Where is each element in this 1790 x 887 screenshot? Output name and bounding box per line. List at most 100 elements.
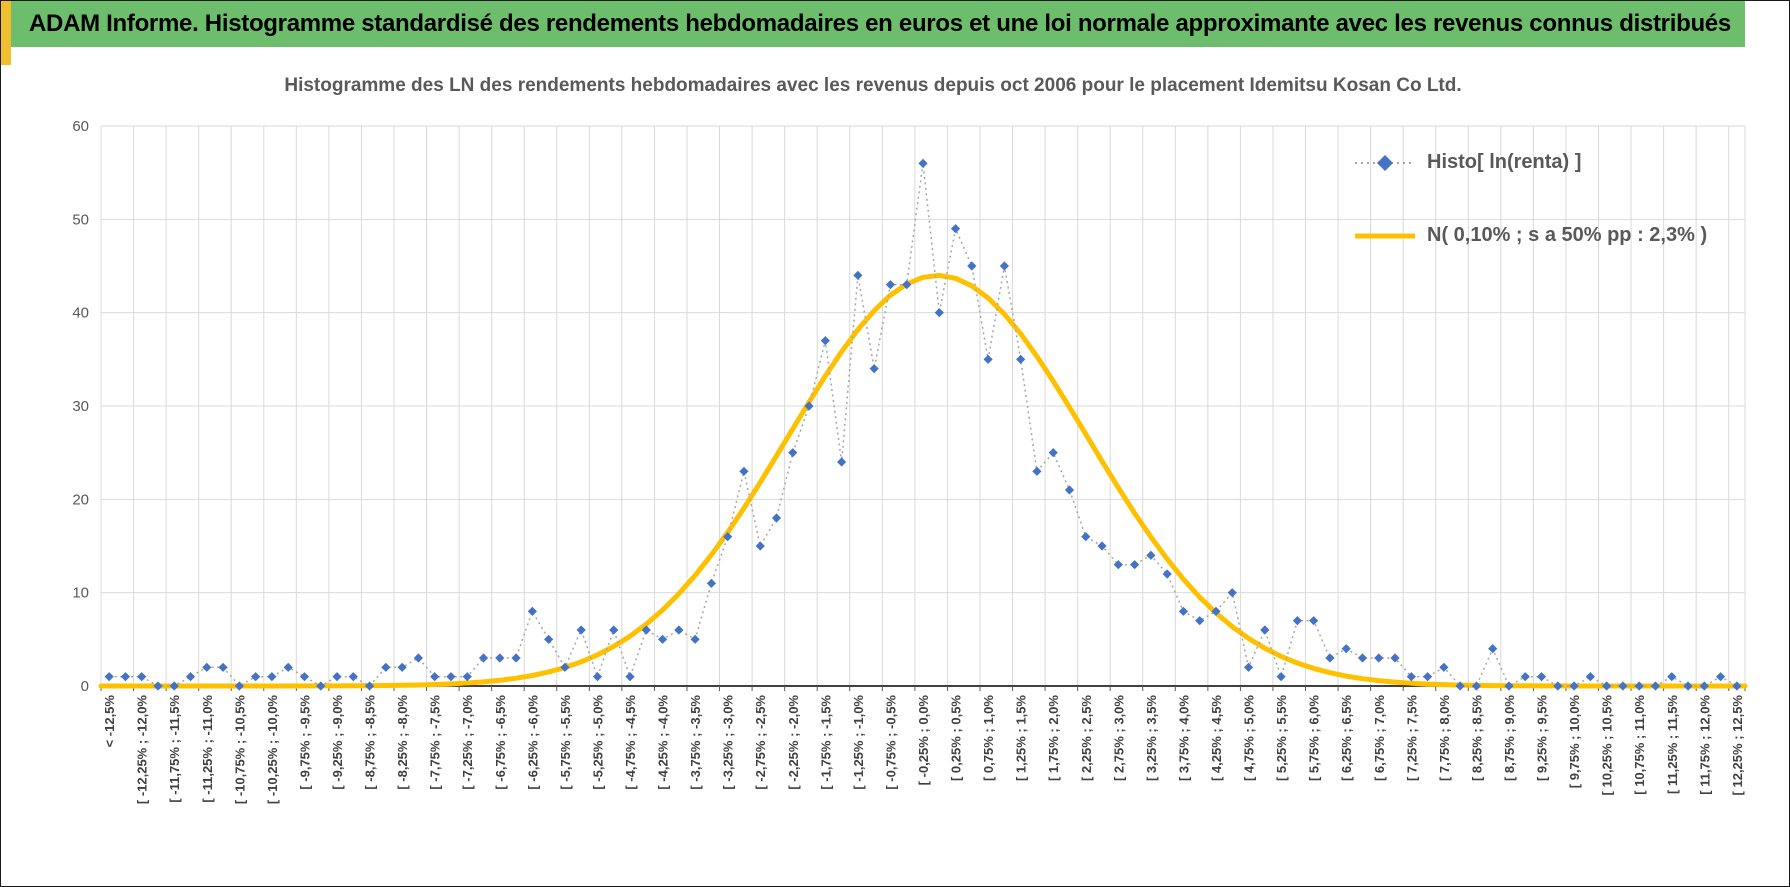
histogram-point — [413, 653, 424, 663]
x-axis-label: [ -5,75% ; -5,5% — [558, 695, 573, 790]
histogram-point — [1699, 681, 1709, 691]
x-axis-label: [ 4,75% ; 5,0% — [1242, 695, 1257, 781]
histogram-point — [234, 681, 244, 691]
histogram-point — [560, 662, 570, 672]
histogram-point — [576, 625, 586, 635]
x-axis-label: [ -4,75% ; -4,5% — [623, 695, 638, 790]
x-axis-label: [ -6,75% ; -6,5% — [493, 695, 508, 790]
histogram-point — [1683, 681, 1693, 691]
x-axis-label: [ -9,75% ; -9,5% — [297, 695, 312, 790]
x-axis-label: [ -0,25% ; 0,0% — [916, 695, 931, 786]
histogram-series-marker-icon — [1355, 154, 1415, 171]
histogram-point — [950, 224, 961, 234]
histogram-point — [1455, 681, 1465, 691]
histogram-point — [609, 625, 619, 635]
histogram-point — [397, 662, 407, 672]
histogram-point — [1341, 644, 1351, 654]
histogram-point — [381, 662, 391, 672]
histogram-point — [1488, 644, 1498, 654]
histogram-point — [202, 662, 212, 672]
histogram-point — [527, 606, 537, 616]
histogram-point — [120, 672, 131, 682]
histogram-point — [723, 532, 733, 542]
histogram-point — [332, 672, 342, 682]
x-axis-label: [ 3,25% ; 3,5% — [1144, 695, 1159, 781]
histogram-point — [755, 541, 765, 551]
histogram-point — [804, 401, 814, 411]
histogram-point — [706, 578, 716, 588]
chart-legend: Histo[ ln(renta) ] N( 0,10% ; s a 50% pp… — [1353, 151, 1707, 247]
histogram-point — [853, 270, 863, 280]
histogram-point — [1032, 466, 1042, 476]
histogram-point — [1227, 588, 1237, 598]
histogram-point — [1439, 662, 1449, 672]
x-axis-label: [ -10,75% ; -10,5% — [232, 695, 247, 805]
histogram-point — [1162, 569, 1172, 579]
histogram-point — [544, 634, 554, 644]
x-axis-label: [ 11,25% ; 11,5% — [1665, 695, 1680, 794]
x-axis-label: [ 10,25% ; 10,5% — [1600, 695, 1615, 796]
histogram-point — [1618, 681, 1628, 691]
x-axis-label: [ 1,75% ; 2,0% — [1046, 695, 1061, 781]
legend-item-normal: N( 0,10% ; s a 50% pp : 2,3% ) — [1353, 224, 1707, 247]
y-axis-label: 0 — [81, 678, 89, 695]
y-axis-label: 40 — [72, 305, 89, 322]
histogram-chart: 0 10 20 30 40 50 60 < -12,5% [ -12,25% ; -12,0% [… — [72, 118, 1748, 805]
x-axis-label: [ -1,75% ; -1,5% — [818, 695, 833, 790]
histogram-point — [1471, 681, 1482, 691]
x-axis-label: [ 3,75% ; 4,0% — [1176, 695, 1191, 781]
y-axis-label: 20 — [72, 491, 89, 508]
histogram-point — [1520, 672, 1530, 682]
histogram-point — [625, 672, 635, 682]
x-axis-label: [ 9,75% ; 10,0% — [1567, 695, 1582, 789]
histogram-point — [153, 681, 163, 691]
histogram-point — [1276, 672, 1286, 682]
x-axis-label: [ 6,75% ; 7,0% — [1372, 695, 1387, 781]
histogram-point — [1325, 653, 1335, 663]
x-axis-label: [ 11,75% ; 12,0% — [1697, 695, 1712, 795]
x-axis-label: [ 6,25% ; 6,5% — [1339, 695, 1354, 781]
x-axis-label: [ -5,25% ; -5,0% — [590, 695, 605, 790]
histogram-point — [1048, 448, 1058, 458]
histogram-point — [690, 634, 700, 644]
histogram-point — [1146, 550, 1156, 560]
x-axis-label: [ -2,25% ; -2,0% — [786, 695, 801, 790]
histogram-point — [430, 672, 440, 682]
normal-curve — [98, 272, 1748, 689]
histogram-point — [1292, 616, 1302, 626]
histogram-point — [218, 662, 228, 672]
histogram-point — [137, 672, 147, 682]
histogram-point — [1130, 560, 1140, 570]
x-axis-label: [ 0,75% ; 1,0% — [981, 695, 996, 781]
histogram-point — [1602, 681, 1612, 691]
histogram-point — [1374, 653, 1384, 663]
histogram-point — [967, 261, 977, 271]
x-axis-label: [ 5,25% ; 5,5% — [1274, 695, 1289, 781]
histogram-point — [169, 681, 179, 691]
histogram-point — [1309, 616, 1319, 626]
x-axis-label: [ 2,25% ; 2,5% — [1079, 695, 1094, 781]
histogram-point — [495, 653, 505, 663]
histogram-point — [739, 466, 749, 476]
x-axis-label: [ -7,75% ; -7,5% — [428, 695, 443, 790]
histogram-point — [771, 513, 782, 523]
x-axis-label: [ 10,75% ; 11,0% — [1632, 695, 1647, 795]
x-axis-label: [ -8,75% ; -8,5% — [363, 695, 378, 790]
histogram-point — [1195, 616, 1205, 626]
x-axis-label: [ 7,75% ; 8,0% — [1437, 695, 1452, 781]
x-axis-label: [ 7,25% ; 7,5% — [1404, 695, 1419, 781]
x-axis-label: [ -11,75% ; -11,5% — [167, 695, 182, 803]
y-axis-label: 30 — [72, 398, 89, 415]
x-axis-label: [ 2,75% ; 3,0% — [1111, 695, 1126, 781]
histogram-point — [1715, 672, 1726, 682]
histogram-point — [1016, 354, 1026, 364]
histogram-point — [820, 336, 830, 346]
histogram-point — [983, 354, 993, 364]
y-axis-label: 10 — [72, 585, 89, 602]
x-axis-label: [ -8,25% ; -8,0% — [395, 695, 410, 790]
histogram-point — [104, 672, 114, 682]
histogram-point — [316, 681, 326, 691]
x-axis-label: < -12,5% — [102, 695, 117, 748]
histogram-point — [657, 634, 668, 644]
histogram-point — [299, 672, 310, 682]
